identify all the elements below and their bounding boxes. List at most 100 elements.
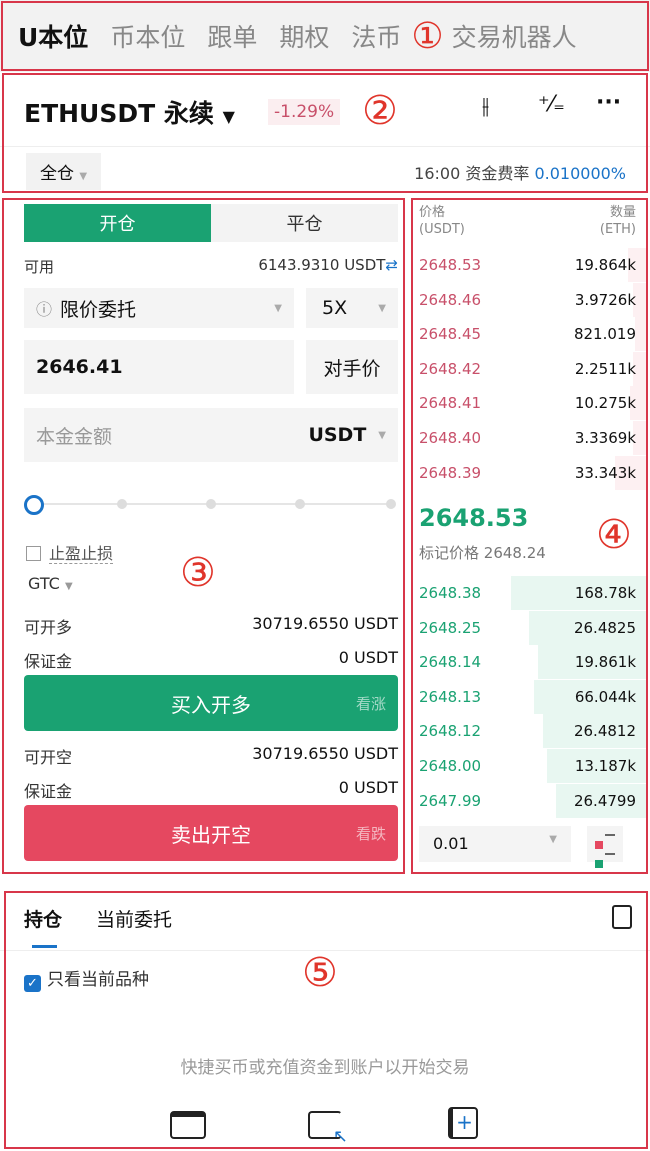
long-max-value: 30719.6550 USDT xyxy=(252,614,398,633)
tab-coin-margined[interactable]: 币本位 xyxy=(110,23,186,52)
depth-bar xyxy=(547,749,646,783)
sell-short-button[interactable]: 卖出开空 看跌 xyxy=(24,805,398,861)
price-input[interactable]: 2646.41 xyxy=(24,340,294,394)
bid-row[interactable]: 2648.25 26.4825 xyxy=(411,610,646,645)
order-type-select[interactable]: ⓘ 限价委托 ▼ xyxy=(24,288,294,328)
price: 2648.40 xyxy=(419,429,482,447)
depth-bar xyxy=(542,714,646,749)
bid-row[interactable]: 2648.00 13.187k xyxy=(411,749,646,783)
long-max-label: 可开多 xyxy=(24,618,73,637)
depth-bar xyxy=(630,386,646,421)
annotation-box-1 xyxy=(1,1,649,71)
tab-copy-trading[interactable]: 跟单 xyxy=(207,23,258,52)
depth-bar xyxy=(538,645,646,680)
tab-fiat[interactable]: 法币 xyxy=(351,23,402,52)
price: 2648.45 xyxy=(419,325,482,344)
tab-options[interactable]: 期权 xyxy=(279,23,330,52)
quantity: 2.2511k xyxy=(574,359,636,378)
tif-select[interactable]: GTC ▼ xyxy=(28,574,73,593)
caret-down-icon: ▼ xyxy=(222,107,235,126)
counter-price-button[interactable]: 对手价 xyxy=(306,340,398,394)
amount-slider[interactable] xyxy=(24,494,398,515)
annotation-2: ② xyxy=(362,88,398,134)
caret-down-icon: ▼ xyxy=(378,429,386,441)
depth-bar xyxy=(556,783,646,818)
bid-row[interactable]: 2647.99 26.4799 xyxy=(411,783,646,818)
annotation-1: ① xyxy=(411,15,444,57)
leverage-select[interactable]: 5X ▼ xyxy=(306,288,398,328)
long-margin-label: 保证金 xyxy=(24,652,73,671)
ask-row[interactable]: 2648.41 10.275k xyxy=(411,386,646,421)
caret-down-icon: ▼ xyxy=(378,302,386,314)
ask-row[interactable]: 2648.39 33.343k xyxy=(411,455,646,490)
annotation-box-3 xyxy=(2,198,405,874)
order-history-icon[interactable] xyxy=(612,905,632,929)
only-current-checkbox[interactable]: ✓ 只看当前品种 xyxy=(24,965,149,992)
price: 2648.42 xyxy=(419,359,482,378)
ask-row[interactable]: 2648.46 3.9726k xyxy=(411,282,646,317)
quantity: 26.4825 xyxy=(573,618,636,637)
price: 2648.25 xyxy=(419,618,482,637)
ask-row[interactable]: 2648.42 2.2511k xyxy=(411,351,646,386)
precision-select[interactable]: 0.01 ▼ xyxy=(419,826,571,862)
short-margin-value: 0 USDT xyxy=(338,778,398,797)
depth-bar xyxy=(632,282,646,317)
depth-bar xyxy=(533,679,646,714)
quantity: 821.019 xyxy=(573,325,636,344)
quantity: 19.861k xyxy=(574,653,636,672)
quantity: 13.187k xyxy=(574,757,636,775)
quantity: 26.4799 xyxy=(573,791,636,810)
bid-row[interactable]: 2648.38 168.78k xyxy=(411,576,646,610)
caret-down-icon: ▼ xyxy=(79,171,88,182)
price: 2647.99 xyxy=(419,791,482,810)
symbol-name: ETHUSDT 永续 xyxy=(24,99,214,128)
bid-row[interactable]: 2648.13 66.044k xyxy=(411,679,646,714)
ask-row[interactable]: 2648.45 821.019 xyxy=(411,317,646,352)
caret-down-icon: ▼ xyxy=(274,302,282,314)
depth-bar xyxy=(632,351,646,386)
depth-bar xyxy=(511,576,646,610)
symbol-header: ETHUSDT 永续 ▼ -1.29% ⫲ ⁺⁄₌ ··· 全仓 ▼ 16:00… xyxy=(0,74,650,194)
depth-bar xyxy=(628,248,646,282)
annotation-3: ③ xyxy=(180,550,216,596)
quantity: 33.343k xyxy=(574,463,636,482)
ask-row[interactable]: 2648.40 3.3369k xyxy=(411,421,646,455)
info-icon: ⓘ xyxy=(36,300,53,319)
deposit-icon[interactable]: ↖ xyxy=(308,1111,348,1147)
candlestick-icon[interactable]: ⫲ xyxy=(482,94,490,119)
positions-panel: 持仓 当前委托 ✓ 只看当前品种 快捷买币或充值资金到账户以开始交易 ↖ + xyxy=(0,893,650,1147)
tab-close[interactable]: 平仓 xyxy=(211,204,398,242)
short-margin-label: 保证金 xyxy=(24,782,73,801)
tab-positions[interactable]: 持仓 xyxy=(24,909,63,931)
tab-open[interactable]: 开仓 xyxy=(24,204,211,242)
transfer-icon[interactable]: ⇄ xyxy=(385,256,398,274)
price: 2648.46 xyxy=(419,290,482,309)
buy-long-button[interactable]: 买入开多 看涨 xyxy=(24,675,398,731)
price: 2648.00 xyxy=(419,757,482,775)
tab-open-orders[interactable]: 当前委托 xyxy=(96,909,173,931)
price: 2648.13 xyxy=(419,687,482,706)
more-icon[interactable]: ··· xyxy=(596,90,622,115)
calculator-icon[interactable]: ⁺⁄₌ xyxy=(538,92,565,117)
transfer-add-icon[interactable]: + xyxy=(448,1107,478,1139)
tab-trading-bot[interactable]: 交易机器人 xyxy=(451,23,577,52)
available-value: 6143.9310 USDT⇄ xyxy=(258,256,398,274)
book-layout-icon[interactable] xyxy=(587,826,623,868)
empty-hint: 快捷买币或充值资金到账户以开始交易 xyxy=(180,1058,470,1078)
bid-row[interactable]: 2648.12 26.4812 xyxy=(411,714,646,749)
short-max-value: 30719.6550 USDT xyxy=(252,744,398,763)
quantity: 168.78k xyxy=(574,584,636,602)
annotation-box-5 xyxy=(4,891,648,1149)
amount-input[interactable]: 本金金额 USDT ▼ xyxy=(24,408,398,462)
symbol-selector[interactable]: ETHUSDT 永续 ▼ xyxy=(24,94,235,130)
margin-mode-select[interactable]: 全仓 ▼ xyxy=(26,153,102,190)
buy-crypto-icon[interactable] xyxy=(170,1111,206,1139)
depth-bar xyxy=(634,317,646,352)
quantity: 3.9726k xyxy=(574,290,636,309)
ask-row[interactable]: 2648.53 19.864k xyxy=(411,248,646,282)
bid-row[interactable]: 2648.14 19.861k xyxy=(411,645,646,680)
top-tabs: U本位 币本位 跟单 期权 法币 ① 交易机器人 xyxy=(0,0,650,72)
quantity: 66.044k xyxy=(574,687,636,706)
tpsl-checkbox[interactable]: 止盈止损 xyxy=(26,540,114,564)
tab-u-margined[interactable]: U本位 xyxy=(18,23,89,52)
